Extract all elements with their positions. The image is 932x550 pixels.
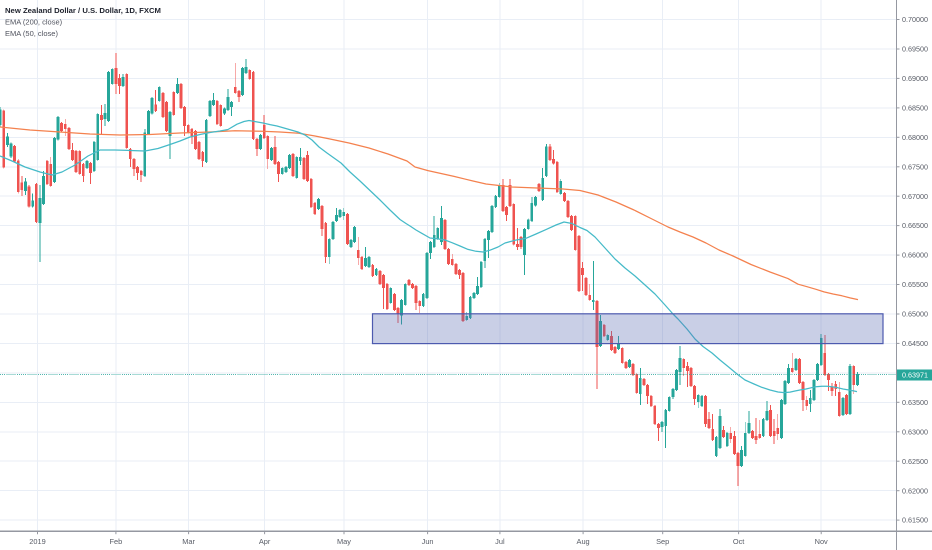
svg-text:Nov: Nov	[815, 537, 828, 546]
svg-text:0.61500: 0.61500	[902, 516, 928, 525]
svg-text:0.66000: 0.66000	[902, 251, 928, 260]
svg-text:0.67000: 0.67000	[902, 192, 928, 201]
svg-text:0.70000: 0.70000	[902, 15, 928, 24]
svg-text:0.62000: 0.62000	[902, 486, 928, 495]
svg-text:0.69000: 0.69000	[902, 74, 928, 83]
svg-text:0.69500: 0.69500	[902, 45, 928, 54]
svg-text:EMA (200, close): EMA (200, close)	[5, 18, 63, 27]
svg-text:0.67500: 0.67500	[902, 162, 928, 171]
svg-text:0.63500: 0.63500	[902, 398, 928, 407]
svg-text:2019: 2019	[29, 537, 45, 546]
svg-text:New Zealand Dollar / U.S. Doll: New Zealand Dollar / U.S. Dollar, 1D, FX…	[5, 6, 161, 15]
svg-text:Apr: Apr	[259, 537, 271, 546]
svg-text:Jul: Jul	[495, 537, 505, 546]
svg-text:May: May	[337, 537, 351, 546]
svg-text:0.65000: 0.65000	[902, 310, 928, 319]
svg-text:0.66500: 0.66500	[902, 221, 928, 230]
svg-text:0.68000: 0.68000	[902, 133, 928, 142]
svg-text:Oct: Oct	[733, 537, 745, 546]
svg-text:EMA (50, close): EMA (50, close)	[5, 29, 58, 38]
svg-text:Sep: Sep	[656, 537, 669, 546]
svg-text:Aug: Aug	[577, 537, 590, 546]
svg-text:0.64500: 0.64500	[902, 339, 928, 348]
svg-text:Jun: Jun	[422, 537, 434, 546]
svg-text:0.63000: 0.63000	[902, 427, 928, 436]
svg-text:Mar: Mar	[182, 537, 195, 546]
svg-text:0.63971: 0.63971	[902, 371, 928, 380]
svg-text:0.62500: 0.62500	[902, 457, 928, 466]
svg-text:0.65500: 0.65500	[902, 280, 928, 289]
svg-text:0.68500: 0.68500	[902, 104, 928, 113]
svg-text:Feb: Feb	[110, 537, 123, 546]
